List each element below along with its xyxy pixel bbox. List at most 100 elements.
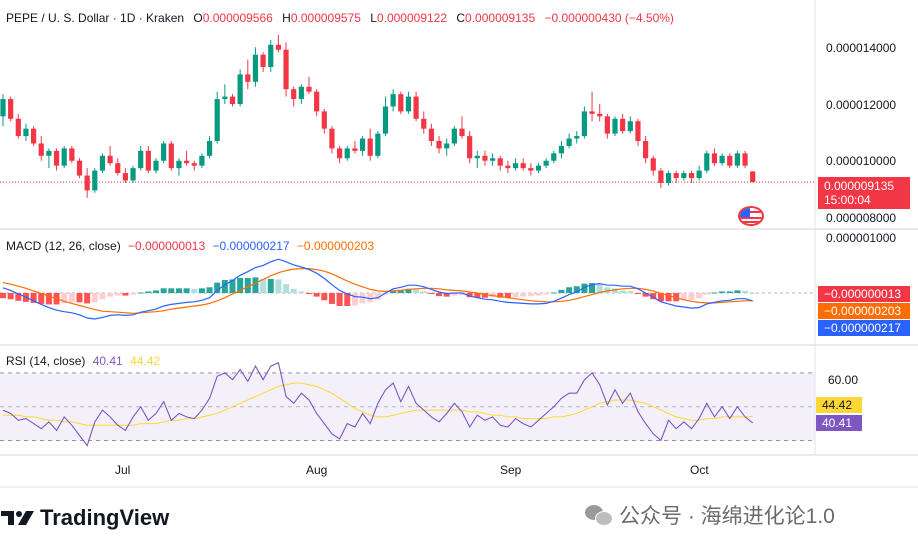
candle-body bbox=[428, 128, 434, 141]
macd-histogram-bar bbox=[244, 277, 251, 293]
macd-histogram-bar bbox=[145, 291, 152, 293]
macd-histogram-bar bbox=[267, 278, 274, 293]
candle-body bbox=[589, 111, 595, 114]
symbol-title: PEPE / U. S. Dollar · 1D · Kraken bbox=[6, 11, 185, 25]
candle-body bbox=[627, 121, 633, 132]
macd-histogram-bar bbox=[30, 293, 37, 303]
candle-body bbox=[229, 96, 236, 104]
macd-histogram-bar bbox=[298, 291, 305, 293]
candle-body bbox=[69, 148, 75, 161]
candle-body bbox=[352, 148, 358, 151]
rsi-tag: 40.41 bbox=[816, 415, 862, 431]
candle-body bbox=[650, 158, 656, 171]
macd-histogram-bar bbox=[703, 293, 710, 295]
price-axis-label: 0.000012000 bbox=[826, 98, 897, 112]
pane-separators bbox=[0, 0, 918, 488]
candle-body bbox=[413, 96, 419, 119]
macd-histogram-bar bbox=[696, 293, 703, 299]
macd-histogram-bar bbox=[306, 293, 312, 295]
macd-histogram-bar bbox=[420, 291, 427, 293]
candle-body bbox=[176, 160, 182, 169]
candle-body bbox=[206, 141, 213, 156]
macd-histogram-bar bbox=[38, 293, 45, 304]
candle-body bbox=[574, 136, 580, 139]
time-axis-label: Aug bbox=[306, 463, 328, 477]
macd-histogram-bar bbox=[76, 293, 83, 303]
rsi-legend: RSI (14, close) 40.41 44.42 bbox=[6, 354, 160, 368]
macd-histogram-bar bbox=[497, 293, 504, 298]
candle-body bbox=[46, 150, 52, 156]
macd-histogram-bar bbox=[374, 293, 381, 300]
candle-body bbox=[505, 165, 511, 169]
macd-pane[interactable] bbox=[0, 258, 815, 320]
time-axis-label: Jul bbox=[115, 463, 131, 477]
macd-histogram-bar bbox=[68, 293, 75, 303]
candle-body bbox=[390, 94, 396, 107]
candle-body bbox=[444, 143, 450, 149]
candle-body bbox=[467, 136, 473, 159]
candle-body bbox=[199, 155, 205, 166]
candle-body bbox=[688, 173, 695, 178]
macd-histogram-bar bbox=[742, 290, 749, 293]
tradingview-logo-text: TradingView bbox=[40, 505, 170, 530]
watermark-text: 公众号 · 海绵进化论1.0 bbox=[619, 505, 835, 528]
rsi-title: RSI (14, close) bbox=[6, 354, 86, 368]
candle-body bbox=[130, 168, 136, 181]
candle-body bbox=[497, 158, 503, 166]
candle-body bbox=[260, 54, 266, 67]
macd-histogram-bar bbox=[749, 293, 756, 294]
macd-histogram-bar bbox=[61, 293, 68, 304]
macd-legend: MACD (12, 26, close) −0.000000013 −0.000… bbox=[6, 239, 374, 253]
candle-body bbox=[581, 111, 587, 137]
us-flag-icon[interactable] bbox=[738, 206, 764, 226]
candle-body bbox=[359, 138, 366, 151]
low-value: 0.000009122 bbox=[376, 11, 448, 25]
candle-body bbox=[329, 128, 335, 149]
macd-histogram-bar bbox=[466, 293, 473, 298]
candle-body bbox=[337, 148, 343, 159]
time-axis-label: Sep bbox=[500, 463, 522, 477]
macd-histogram-bar bbox=[573, 286, 580, 293]
macd-histogram-bar bbox=[351, 293, 358, 306]
high-value: 0.000009575 bbox=[290, 11, 361, 25]
macd-histogram-bar bbox=[619, 290, 626, 293]
tradingview-logo[interactable]: TradingView bbox=[0, 505, 169, 531]
macd-title: MACD (12, 26, close) bbox=[6, 239, 121, 253]
candle-body bbox=[107, 155, 113, 164]
candle-body bbox=[382, 106, 389, 134]
macd-line bbox=[2, 258, 753, 320]
macd-histogram-bar bbox=[734, 290, 741, 293]
candle-body bbox=[635, 121, 641, 141]
macd-histogram-bar bbox=[122, 293, 129, 296]
macd-histogram-bar bbox=[84, 293, 91, 304]
candle-body bbox=[421, 118, 427, 129]
price-pane[interactable] bbox=[0, 34, 815, 198]
rsi-pane[interactable] bbox=[0, 362, 815, 447]
macd-histogram-bar bbox=[7, 293, 14, 300]
candle-body bbox=[734, 153, 740, 166]
macd-histogram-bar bbox=[237, 277, 244, 293]
macd-histogram-bar bbox=[650, 293, 657, 300]
macd-histogram-bar bbox=[252, 277, 259, 293]
candle-body bbox=[681, 173, 687, 178]
macd-histogram-bar bbox=[512, 293, 519, 298]
candle-body bbox=[76, 160, 83, 176]
macd-histogram-bar bbox=[45, 293, 52, 305]
macd-histogram-bar bbox=[711, 292, 718, 294]
candle-body bbox=[673, 173, 679, 178]
macd-histogram-bar bbox=[451, 293, 458, 296]
macd-histogram-bar bbox=[275, 279, 282, 293]
macd-histogram-bar bbox=[390, 290, 397, 293]
price-legend: PEPE / U. S. Dollar · 1D · Kraken O0.000… bbox=[6, 11, 674, 25]
macd-histogram-bar bbox=[481, 293, 488, 298]
candle-body bbox=[275, 44, 281, 50]
high-label: H bbox=[282, 11, 291, 25]
macd-histogram-bar bbox=[15, 293, 22, 301]
macd-histogram-bar bbox=[726, 291, 733, 293]
candle-body bbox=[375, 133, 381, 156]
price-axis-label: 0.000008000 bbox=[826, 211, 897, 225]
candle-body bbox=[620, 118, 626, 132]
macd-histogram-bar bbox=[627, 290, 634, 293]
candle-body bbox=[222, 96, 228, 100]
